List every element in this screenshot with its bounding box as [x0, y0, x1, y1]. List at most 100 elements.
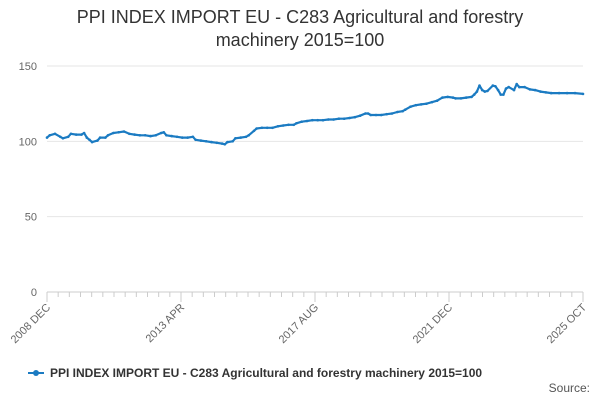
data-point: [385, 112, 388, 116]
data-point: [454, 97, 457, 100]
data-point: [247, 134, 250, 137]
data-point: [175, 135, 179, 139]
data-point: [220, 142, 224, 145]
data-point: [186, 136, 189, 139]
data-point: [59, 135, 62, 139]
data-point: [491, 84, 495, 87]
data-point: [480, 88, 484, 92]
x-tick-label: 2025 OCT: [545, 301, 590, 346]
data-point: [181, 136, 184, 139]
data-point: [518, 85, 521, 89]
data-point: [366, 112, 370, 115]
data-point: [430, 100, 434, 104]
data-point: [287, 123, 290, 127]
data-point: [581, 92, 585, 96]
data-point: [165, 134, 168, 137]
data-point: [464, 96, 468, 99]
data-point: [557, 91, 561, 95]
chart-title-line-1: PPI INDEX IMPORT EU - C283 Agricultural …: [76, 7, 524, 27]
data-point: [210, 140, 213, 144]
data-point: [194, 138, 197, 142]
data-point: [316, 118, 320, 122]
data-point: [106, 134, 110, 137]
data-point: [69, 132, 73, 136]
data-point: [494, 85, 497, 88]
data-point: [470, 95, 473, 99]
x-tick-label: 2008 DEC: [9, 302, 53, 346]
data-point: [475, 90, 479, 93]
data-point: [128, 132, 131, 136]
data-point: [533, 88, 537, 92]
data-point: [88, 138, 91, 142]
data-point: [204, 140, 208, 143]
data-point: [353, 115, 357, 119]
data-point: [459, 97, 463, 100]
data-point: [409, 105, 412, 108]
data-point: [252, 129, 256, 133]
y-tick-label: 150: [19, 61, 37, 73]
data-point: [358, 114, 362, 117]
data-point: [295, 122, 298, 125]
data-point: [512, 88, 516, 92]
gridlines: [47, 65, 583, 218]
data-point: [159, 131, 163, 135]
data-point: [419, 103, 423, 106]
data-point: [403, 108, 407, 111]
data-point: [48, 134, 51, 137]
data-point: [396, 110, 399, 114]
x-tick-label: 2017 AUG: [277, 302, 321, 346]
data-point: [486, 89, 489, 93]
data-point: [478, 84, 481, 87]
data-point: [523, 85, 526, 89]
data-point: [300, 120, 304, 123]
data-point: [138, 134, 142, 137]
data-point: [544, 91, 548, 94]
data-point: [244, 135, 248, 139]
data-point: [53, 132, 57, 136]
legend-item[interactable]: PPI INDEX IMPORT EU - C283 Agricultural …: [28, 364, 482, 382]
legend-label: PPI INDEX IMPORT EU - C283 Agricultural …: [50, 366, 483, 380]
data-point: [441, 96, 444, 99]
data-point: [451, 96, 455, 99]
data-point: [435, 99, 439, 102]
data-point: [61, 137, 65, 140]
data-point: [80, 133, 83, 136]
data-point: [149, 134, 152, 138]
data-point: [305, 119, 309, 123]
data-point: [215, 141, 219, 145]
data-point: [265, 126, 269, 130]
x-tick-label: 2013 APR: [144, 302, 188, 346]
data-point: [390, 112, 394, 115]
data-point: [96, 139, 99, 142]
data-point: [276, 125, 280, 128]
y-tick-label: 100: [19, 136, 37, 148]
data-point: [74, 133, 78, 136]
data-point: [292, 123, 296, 127]
data-point: [369, 113, 373, 117]
data-point: [260, 126, 264, 130]
data-point: [401, 109, 404, 113]
data-point: [82, 131, 86, 135]
data-point: [191, 135, 195, 139]
source-label: Source:: [548, 381, 590, 395]
data-point: [162, 131, 166, 134]
data-point: [504, 87, 508, 90]
data-point: [133, 133, 136, 136]
series-group: [45, 82, 585, 146]
data-point: [573, 91, 577, 95]
series-line: [46, 83, 584, 146]
data-point: [380, 113, 383, 117]
data-point: [170, 134, 173, 138]
data-point: [143, 134, 147, 137]
data-point: [499, 93, 503, 96]
data-point: [507, 85, 511, 89]
data-point: [364, 112, 367, 115]
data-point: [154, 134, 158, 137]
data-point: [327, 118, 330, 121]
data-point: [348, 116, 351, 120]
data-point: [199, 139, 203, 142]
data-point: [234, 137, 237, 140]
data-point: [85, 136, 89, 139]
data-point: [342, 117, 346, 120]
